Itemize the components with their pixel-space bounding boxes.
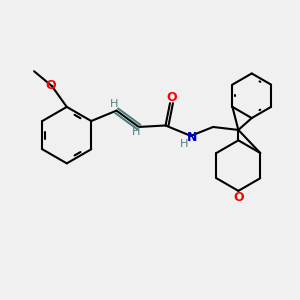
Text: O: O	[45, 79, 56, 92]
Text: H: H	[180, 139, 188, 149]
Text: H: H	[110, 99, 118, 109]
Text: H: H	[132, 127, 141, 137]
Text: O: O	[233, 191, 244, 204]
Text: N: N	[187, 131, 197, 144]
Text: O: O	[166, 91, 177, 104]
